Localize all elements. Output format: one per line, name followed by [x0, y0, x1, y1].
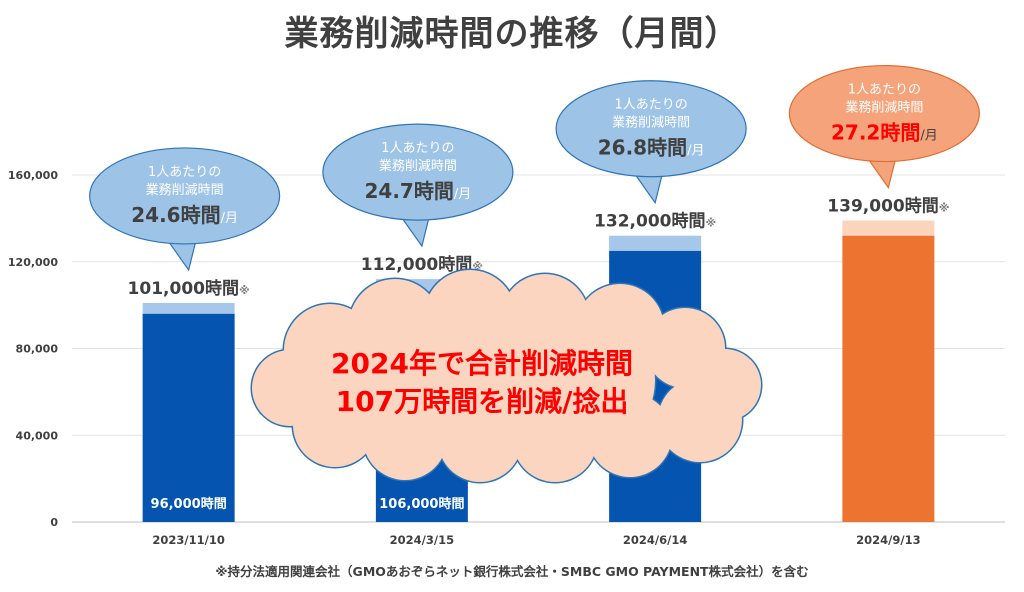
bubble-value: 26.8時間/月: [598, 136, 705, 160]
bar-segment-base: [842, 235, 935, 522]
bubble-line-2: 業務削減時間: [845, 100, 923, 116]
bubble-line-1: 1人あたりの: [614, 98, 687, 113]
page-title: 業務削減時間の推移（月間）: [284, 14, 740, 54]
bar-total-value: 132,000時間: [594, 211, 705, 232]
bar-total-value: 139,000時間: [827, 196, 938, 217]
bar-total-mark: ※: [705, 217, 716, 230]
y-tick-label: 0: [50, 516, 58, 529]
x-tick-label: 2024/6/14: [623, 533, 687, 547]
bubble-line-1: 1人あたりの: [381, 141, 454, 156]
bubble-line-1: 1人あたりの: [848, 83, 921, 98]
bubble-value: 24.6時間/月: [131, 203, 238, 227]
bubble-tail-joint: [398, 209, 429, 215]
bar-total-mark: ※: [239, 284, 250, 297]
bar-segment-addition: [609, 235, 702, 251]
bubble-line-2: 業務削減時間: [146, 182, 224, 198]
bubble-value: 24.7時間/月: [365, 179, 472, 203]
bar-total-mark: ※: [939, 202, 950, 215]
bubble-line-2: 業務削減時間: [379, 158, 457, 174]
x-tick-label: 2023/11/10: [152, 533, 224, 547]
bubble-tail-joint: [865, 150, 896, 156]
bubble-value-unit: /月: [221, 211, 238, 226]
bar-total-label: 139,000時間※: [827, 196, 949, 217]
bubble-value-number: 27.2時間: [831, 121, 920, 145]
y-tick-label: 120,000: [8, 256, 58, 269]
bar-base-label: 96,000時間: [151, 496, 227, 512]
bar-total-value: 101,000時間: [128, 278, 239, 299]
x-tick-label: 2024/9/13: [856, 533, 920, 547]
y-tick-label: 40,000: [16, 429, 59, 442]
bar-total-label: 112,000時間※: [361, 254, 483, 275]
footnote: ※持分法適用関連会社（GMOあおぞらネット銀行株式会社・SMBC GMO PAY…: [215, 564, 809, 579]
bubble-tail-joint: [165, 232, 196, 238]
per-person-bubble: [89, 147, 281, 245]
bubble-value: 27.2時間/月: [831, 121, 938, 145]
bubble-value-unit: /月: [454, 187, 471, 202]
bar-total-label: 132,000時間※: [594, 211, 716, 232]
bar-segment-addition: [842, 220, 935, 236]
bar-total-mark: ※: [472, 260, 483, 273]
per-person-bubble: [555, 80, 747, 178]
callout-line-2: 107万時間を削減/捻出: [335, 385, 629, 418]
per-person-bubble: [322, 123, 514, 221]
bubble-value-number: 24.7時間: [365, 179, 454, 203]
x-tick-label: 2024/3/15: [390, 533, 454, 547]
bubble-value-unit: /月: [920, 129, 937, 144]
callout-text: 2024年で合計削減時間 107万時間を削減/捻出: [262, 345, 702, 421]
callout-cloud: [250, 268, 763, 484]
bar-total-value: 112,000時間: [361, 254, 472, 275]
bubble-value-number: 26.8時間: [598, 136, 687, 160]
bar-base-label: 106,000時間: [379, 496, 464, 512]
bubble-value-unit: /月: [687, 144, 704, 159]
bar-total-label: 101,000時間※: [128, 278, 250, 299]
bar-segment-addition: [142, 302, 235, 314]
bar-segment-base: [142, 313, 235, 522]
bubble-tail-joint: [632, 165, 663, 171]
bubble-value-number: 24.6時間: [131, 203, 220, 227]
bubble-line-1: 1人あたりの: [148, 165, 221, 180]
callout-line-1: 2024年で合計削減時間: [331, 347, 633, 380]
y-tick-label: 160,000: [8, 169, 58, 182]
per-person-bubble: [788, 64, 980, 163]
bubble-line-2: 業務削減時間: [612, 115, 690, 131]
y-tick-label: 80,000: [16, 343, 59, 356]
